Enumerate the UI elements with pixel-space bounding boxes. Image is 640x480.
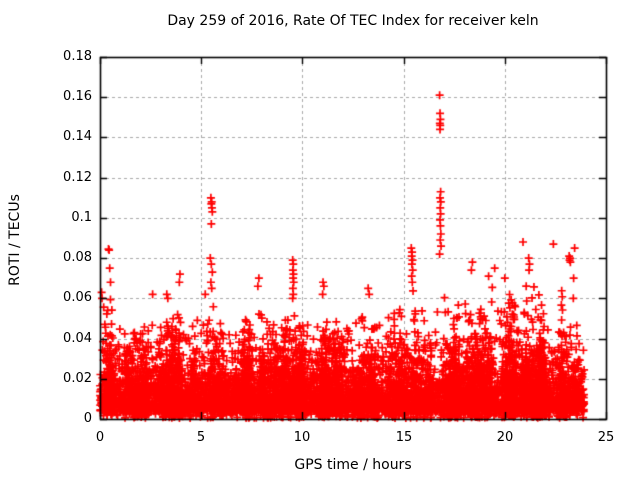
y-tick-label: 0.04 (63, 331, 92, 346)
y-tick-label: 0.06 (63, 290, 92, 305)
x-tick-label: 15 (395, 430, 413, 445)
x-tick-label: 10 (293, 430, 311, 445)
y-tick-label: 0.16 (63, 89, 92, 104)
y-tick-label: 0.02 (63, 371, 92, 386)
x-tick-label: 25 (597, 430, 615, 445)
x-tick-label: 5 (196, 430, 206, 445)
y-tick-label: 0 (83, 411, 92, 426)
chart-title: Day 259 of 2016, Rate Of TEC Index for r… (167, 13, 539, 29)
y-tick-label: 0.18 (63, 49, 92, 64)
y-tick-label: 0.08 (63, 250, 92, 265)
y-tick-label: 0.1 (71, 210, 92, 225)
y-tick-label: 0.12 (63, 170, 92, 185)
x-tick-label: 20 (496, 430, 514, 445)
x-tick-label: 0 (95, 430, 105, 445)
y-tick-label: 0.14 (63, 129, 92, 144)
x-axis-label: GPS time / hours (294, 457, 412, 473)
